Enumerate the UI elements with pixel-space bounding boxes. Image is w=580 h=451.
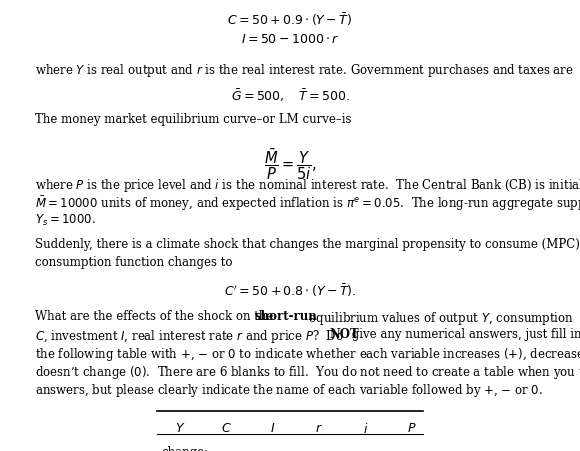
Text: doesn’t change $(0)$.  There are 6 blanks to fill.  You do not need to create a : doesn’t change $(0)$. There are 6 blanks…	[35, 364, 580, 381]
Text: $\dfrac{\bar{M}}{P} = \dfrac{Y}{5i},$: $\dfrac{\bar{M}}{P} = \dfrac{Y}{5i},$	[263, 146, 317, 181]
Text: $C$, investment $I$, real interest rate $r$ and price $P$?  Do: $C$, investment $I$, real interest rate …	[35, 327, 345, 345]
Text: $I$: $I$	[270, 421, 275, 434]
Text: where $P$ is the price level and $i$ is the nominal interest rate.  The Central : where $P$ is the price level and $i$ is …	[35, 176, 580, 193]
Text: $\bar{G} = 500, \quad \bar{T} = 500.$: $\bar{G} = 500, \quad \bar{T} = 500.$	[230, 87, 350, 104]
Text: The money market equilibrium curve–or LM curve–is: The money market equilibrium curve–or LM…	[35, 113, 351, 126]
Text: $Y_s = 1000$.: $Y_s = 1000$.	[35, 212, 96, 227]
Text: give any numerical answers, just fill in: give any numerical answers, just fill in	[349, 327, 580, 341]
Text: NOT: NOT	[330, 327, 360, 341]
Text: answers, but please clearly indicate the name of each variable followed by $+$, : answers, but please clearly indicate the…	[35, 382, 543, 399]
Text: Suddenly, there is a climate shock that changes the marginal propensity to consu: Suddenly, there is a climate shock that …	[35, 237, 580, 250]
Text: What are the effects of the shock on the: What are the effects of the shock on the	[35, 309, 277, 322]
Text: $P$: $P$	[407, 421, 416, 434]
Text: $C = 50 + 0.9 \cdot (Y - \bar{T})$: $C = 50 + 0.9 \cdot (Y - \bar{T})$	[227, 11, 353, 28]
Text: the following table with $+$, $-$ or $0$ to indicate whether each variable incre: the following table with $+$, $-$ or $0$…	[35, 345, 580, 363]
Text: $r$: $r$	[315, 421, 323, 434]
Text: change:: change:	[161, 445, 208, 451]
Text: short-run: short-run	[255, 309, 317, 322]
Text: $C' = 50 + 0.8 \cdot (Y - \bar{T}).$: $C' = 50 + 0.8 \cdot (Y - \bar{T}).$	[224, 281, 356, 298]
Text: $I = 50 - 1000 \cdot r$: $I = 50 - 1000 \cdot r$	[241, 33, 339, 46]
Text: $i$: $i$	[362, 421, 368, 435]
Text: $Y$: $Y$	[175, 421, 185, 434]
Text: consumption function changes to: consumption function changes to	[35, 255, 233, 268]
Text: where $Y$ is real output and $r$ is the real interest rate. Government purchases: where $Y$ is real output and $r$ is the …	[35, 62, 574, 79]
Text: $C$: $C$	[221, 421, 231, 434]
Text: $\bar{M} = 10000$ units of money, and expected inflation is $\pi^e = 0.05$.  The: $\bar{M} = 10000$ units of money, and ex…	[35, 194, 580, 213]
Text: equilibrium values of output $Y$, consumption: equilibrium values of output $Y$, consum…	[306, 309, 574, 327]
